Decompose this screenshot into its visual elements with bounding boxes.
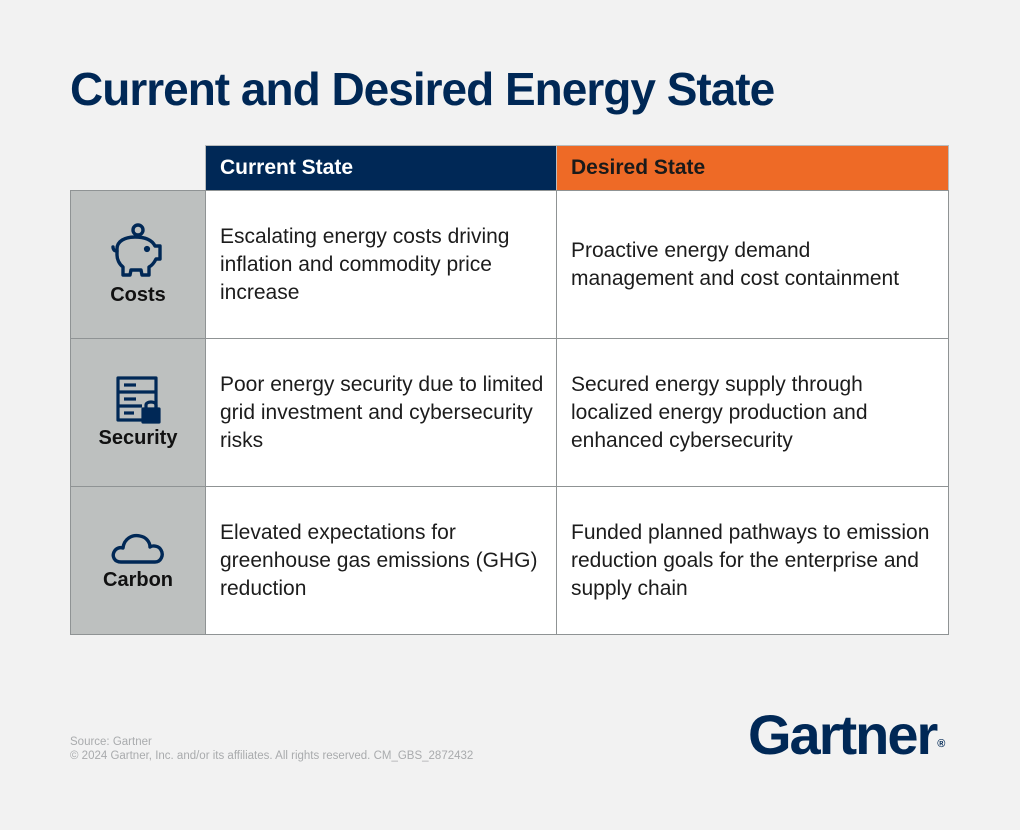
page-title: Current and Desired Energy State [70,63,775,115]
cell-desired-carbon: Funded planned pathways to emission redu… [556,486,949,635]
cell-desired-security: Secured energy supply through localized … [556,338,949,487]
row-label-text: Costs [110,284,166,306]
piggy-bank-icon [109,222,167,282]
row-label-text: Security [98,427,178,449]
table-row-security: Security Poor energy security due to lim… [70,338,949,487]
cloud-icon [109,529,167,567]
comparison-table: Current State Desired State Costs Escala… [70,145,949,635]
cell-current-costs: Escalating energy costs driving inflatio… [205,190,557,339]
cell-current-security: Poor energy security due to limited grid… [205,338,557,487]
row-label-text: Carbon [103,569,173,591]
table-row-costs: Costs Escalating energy costs driving in… [70,190,949,339]
server-lock-icon [114,375,162,425]
source-note: Source: Gartner [70,736,152,748]
gartner-logo: Gartner® [748,702,945,767]
row-label-security: Security [70,338,206,487]
header-desired-state: Desired State [556,145,949,191]
registered-mark: ® [937,738,946,750]
table-row-carbon: Carbon Elevated expectations for greenho… [70,486,949,635]
cell-desired-costs: Proactive energy demand management and c… [556,190,949,339]
cell-current-carbon: Elevated expectations for greenhouse gas… [205,486,557,635]
copyright-note: © 2024 Gartner, Inc. and/or its affiliat… [70,750,474,762]
header-current-state: Current State [205,145,557,191]
logo-text: Gartner [748,703,938,766]
footer: Source: Gartner © 2024 Gartner, Inc. and… [70,735,473,763]
row-label-costs: Costs [70,190,206,339]
row-label-carbon: Carbon [70,486,206,635]
